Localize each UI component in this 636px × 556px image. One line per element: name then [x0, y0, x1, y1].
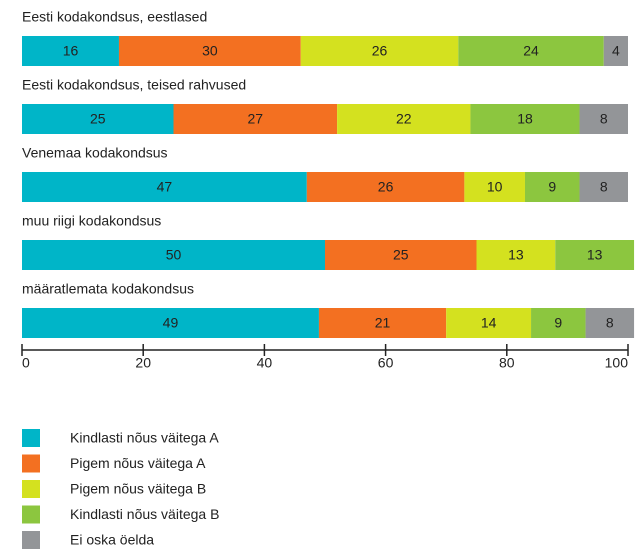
value-label: 4	[612, 43, 620, 59]
bar-segment	[300, 36, 459, 66]
x-tick-label: 60	[378, 355, 394, 371]
bar-segment	[464, 172, 525, 202]
value-label: 25	[393, 247, 409, 263]
bar-segment	[458, 36, 604, 66]
bar-segment	[22, 172, 307, 202]
bar-segment	[470, 104, 580, 134]
bar-segment	[555, 240, 635, 270]
bar-segment	[118, 36, 301, 66]
value-label: 13	[587, 247, 603, 263]
bar-segment	[306, 172, 465, 202]
value-label: 16	[63, 43, 79, 59]
category-label: muu riigi kodakondsus	[22, 213, 161, 229]
value-label: 21	[375, 315, 391, 331]
value-label: 9	[548, 179, 556, 195]
value-label: 50	[166, 247, 182, 263]
legend-label: Pigem nõus väitega A	[70, 455, 206, 471]
legend-swatch	[22, 429, 40, 447]
bar-segment	[22, 36, 119, 66]
bar-segment	[446, 308, 532, 338]
bar-segment	[173, 104, 338, 134]
x-tick-label: 20	[135, 355, 151, 371]
value-label: 22	[396, 111, 412, 127]
category-label: Eesti kodakondsus, teised rahvused	[22, 77, 246, 93]
legend-label: Kindlasti nõus väitega A	[70, 430, 219, 446]
bar-segment	[579, 172, 628, 202]
bar-segment	[325, 240, 477, 270]
legend-swatch	[22, 480, 40, 498]
x-tick-label: 80	[499, 355, 515, 371]
legend-swatch	[22, 505, 40, 524]
x-tick-label: 0	[22, 355, 30, 371]
bar-segment	[22, 240, 325, 270]
legend-label: Kindlasti nõus väitega B	[70, 506, 219, 522]
value-label: 8	[600, 111, 608, 127]
x-tick-label: 100	[605, 355, 629, 371]
value-label: 9	[554, 315, 562, 331]
value-label: 10	[487, 179, 503, 195]
value-label: 8	[606, 315, 614, 331]
value-label: 25	[90, 111, 106, 127]
value-label: 14	[481, 315, 497, 331]
bar-segment	[318, 308, 447, 338]
value-label: 27	[248, 111, 264, 127]
bar-segment	[476, 240, 556, 270]
category-label: Venemaa kodakondsus	[22, 145, 168, 161]
legend-label: Ei oska öelda	[70, 532, 154, 548]
bar-segment	[531, 308, 586, 338]
value-label: 47	[157, 179, 173, 195]
x-tick-label: 40	[257, 355, 273, 371]
bar-segment	[22, 308, 319, 338]
legend-swatch	[22, 531, 40, 549]
bar-segment	[585, 308, 635, 338]
value-label: 24	[523, 43, 539, 59]
legend-swatch	[22, 454, 40, 473]
value-label: 49	[163, 315, 179, 331]
value-label: 13	[508, 247, 524, 263]
value-label: 30	[202, 43, 218, 59]
legend-label: Pigem nõus väitega B	[70, 481, 206, 497]
category-label: määratlemata kodakondsus	[22, 281, 194, 297]
value-label: 8	[600, 179, 608, 195]
bar-segment	[524, 172, 580, 202]
value-label: 26	[372, 43, 388, 59]
value-label: 18	[517, 111, 533, 127]
bar-segment	[603, 36, 628, 66]
bar-segment	[337, 104, 471, 134]
bar-segment	[22, 104, 174, 134]
value-label: 26	[378, 179, 394, 195]
bar-segment	[579, 104, 628, 134]
category-label: Eesti kodakondsus, eestlased	[22, 9, 207, 25]
